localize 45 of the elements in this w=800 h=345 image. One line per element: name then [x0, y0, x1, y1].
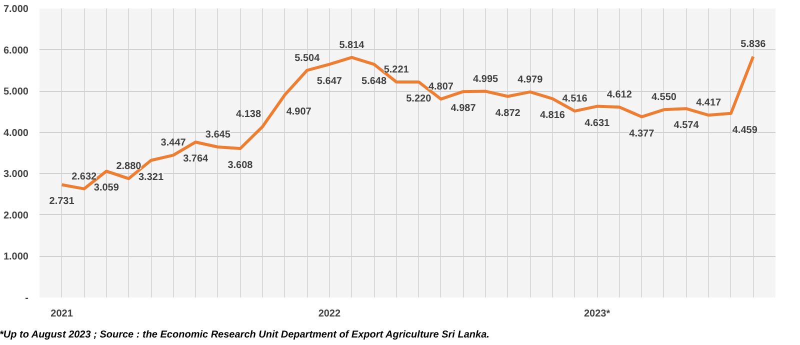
text: *Up to August 2023 ; Source : the Economic Research Unit Department of Export Agriculture Sri Lanka. [0, 330, 490, 340]
data-label: 5.220 [406, 93, 432, 104]
data-label: 4.138 [236, 109, 262, 120]
y-tick-label: 3.000 [3, 169, 29, 180]
x-tick-label: 2022 [318, 308, 341, 320]
data-label: 2.880 [116, 161, 142, 172]
data-label: 3.645 [205, 130, 231, 141]
data-label: 3.447 [160, 138, 186, 149]
data-label: 4.979 [518, 74, 544, 86]
y-tick-label: 2.000 [3, 210, 29, 222]
x-tick-label: 2023* [584, 308, 610, 320]
x-tick-label: 2021 [50, 308, 74, 320]
data-label: 2.632 [72, 171, 98, 182]
data-label: 4.631 [584, 118, 610, 129]
y-tick-label: - [25, 293, 29, 304]
data-label: 3.764 [183, 154, 209, 165]
data-label: 3.608 [228, 160, 254, 172]
data-label: 4.377 [629, 128, 655, 140]
data-label: 4.816 [540, 110, 566, 122]
data-label: 4.987 [450, 103, 476, 114]
y-tick-label: 1.000 [3, 252, 29, 263]
data-label: 4.907 [286, 106, 312, 118]
data-label: 5.648 [362, 76, 387, 87]
data-label: 2.731 [49, 196, 75, 208]
data-label: 4.417 [696, 98, 722, 109]
y-tick-label: 5.000 [3, 86, 29, 98]
data-label: 4.574 [674, 120, 700, 132]
data-label: 5.647 [316, 76, 342, 87]
data-label: 5.814 [339, 40, 365, 51]
line-series [60, 55, 755, 190]
data-label: 4.807 [428, 82, 454, 93]
y-tick-label: 6.000 [3, 45, 29, 56]
y-tick-label: 4.000 [3, 128, 29, 139]
y-tick-label: 7.000 [3, 4, 29, 15]
data-label: 5.504 [294, 52, 320, 64]
data-label: 4.516 [562, 94, 588, 105]
data-label: 4.995 [473, 74, 499, 85]
data-label: 5.836 [740, 39, 766, 50]
data-label: 4.459 [732, 124, 758, 136]
data-label: 4.872 [495, 108, 521, 119]
data-label: 3.321 [138, 172, 164, 183]
data-label: 3.059 [94, 182, 120, 194]
data-label: 4.550 [651, 92, 677, 104]
data-label: 5.221 [384, 64, 410, 76]
data-label: 4.612 [606, 90, 632, 101]
